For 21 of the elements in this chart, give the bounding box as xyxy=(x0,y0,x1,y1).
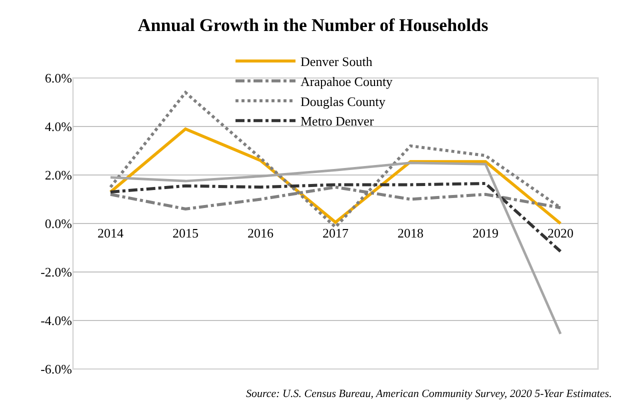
y-tick-label: 6.0% xyxy=(44,70,72,86)
y-tick-label: -6.0% xyxy=(40,362,72,377)
y-tick-label: 4.0% xyxy=(44,119,72,134)
source-note: Source: U.S. Census Bureau, American Community Survey, 2020 5-Year Estimates. xyxy=(246,388,612,400)
legend-label: Denver South xyxy=(300,54,373,70)
x-tick-label: 2018 xyxy=(398,226,424,240)
x-tick-label: 2015 xyxy=(172,226,198,240)
x-tick-label: 2014 xyxy=(98,226,124,240)
y-tick-label: -2.0% xyxy=(40,264,72,280)
y-tick-label: 2.0% xyxy=(44,168,72,183)
legend-label: Douglas County xyxy=(300,94,386,109)
y-tick-label: 0.0% xyxy=(44,216,72,232)
chart-title: Annual Growth in the Number of Households xyxy=(138,15,488,36)
x-tick-label: 2016 xyxy=(248,226,274,240)
legend-label: Metro Denver xyxy=(300,114,374,129)
y-tick-label: -4.0% xyxy=(40,313,72,328)
legend-label: Arapahoe County xyxy=(300,74,394,89)
line-series xyxy=(109,91,562,229)
x-tick-label: 2019 xyxy=(472,226,498,240)
x-tick-label: 2020 xyxy=(548,226,574,240)
x-tick-label: 2017 xyxy=(322,226,349,240)
